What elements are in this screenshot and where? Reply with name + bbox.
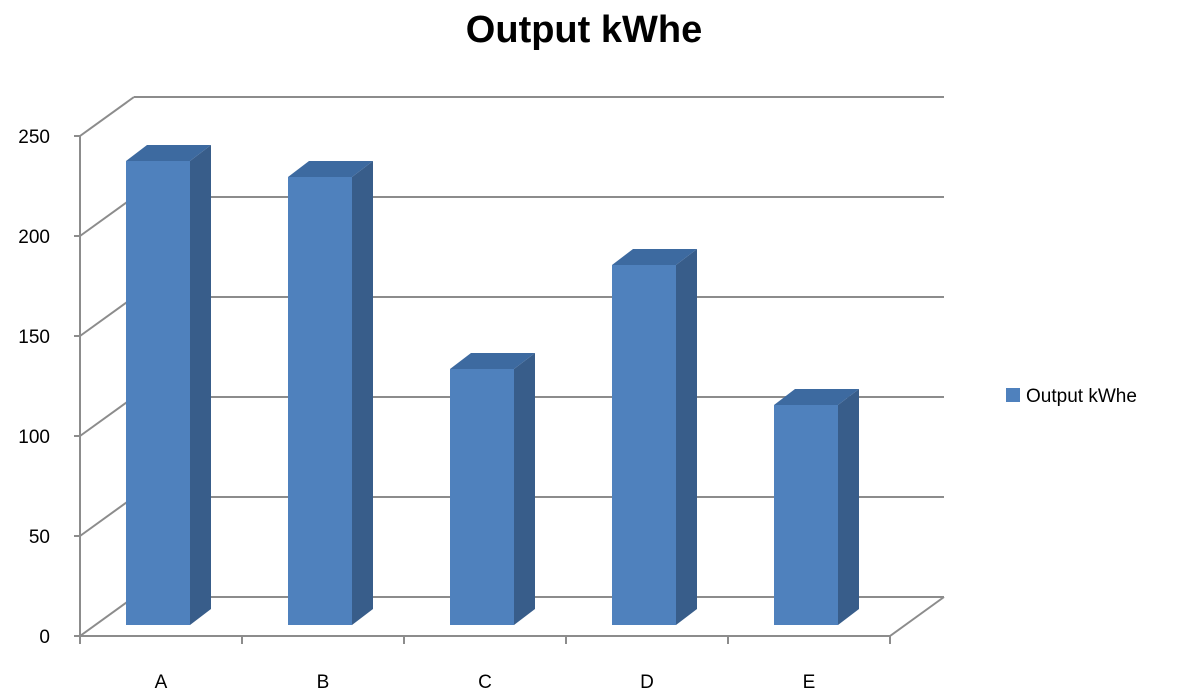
gridline-side-50: [79, 496, 135, 537]
legend: Output kWhe: [1006, 386, 1137, 407]
y-tick-label: 150: [18, 327, 50, 348]
bar-top: [288, 161, 373, 177]
bar-a: [126, 145, 211, 625]
axes: 0 50 100 150 200 250 A B C D E: [18, 127, 945, 692]
bar-side: [514, 353, 535, 625]
x-tick-label-d: D: [640, 672, 654, 692]
bar-side: [352, 161, 373, 625]
bar-front: [612, 265, 676, 625]
bar-front: [774, 405, 838, 625]
bar-front: [450, 369, 514, 625]
gridline-side-200: [79, 196, 135, 237]
gridline-side-0: [79, 596, 135, 637]
y-tick-label: 250: [18, 127, 50, 148]
bar-side: [190, 145, 211, 625]
bar-side: [676, 249, 697, 625]
bar-front: [126, 161, 190, 625]
legend-swatch: [1006, 388, 1020, 402]
bar-e: [774, 389, 859, 625]
bar-b: [288, 161, 373, 625]
x-tick-label-b: B: [317, 672, 330, 692]
floor-right-edge: [889, 596, 945, 637]
gridline-side-250: [79, 96, 135, 137]
bar-top: [774, 389, 859, 405]
gridline-side-100: [79, 396, 135, 437]
bar-d: [612, 249, 697, 625]
x-tick-label-a: A: [155, 672, 168, 692]
x-tick-label-c: C: [478, 672, 492, 692]
bar-top: [126, 145, 211, 161]
bar-top: [612, 249, 697, 265]
x-tick-label-e: E: [803, 672, 816, 692]
bar-top: [450, 353, 535, 369]
y-tick-label: 0: [39, 627, 50, 648]
bars: [126, 145, 859, 625]
y-tick-label: 50: [29, 527, 50, 548]
chart-title: Output kWhe: [466, 9, 702, 51]
gridline-side-150: [79, 296, 135, 337]
y-tick-label: 100: [18, 427, 50, 448]
bar-c: [450, 353, 535, 625]
bar-side: [838, 389, 859, 625]
y-tick-label: 200: [18, 227, 50, 248]
legend-label: Output kWhe: [1026, 386, 1137, 407]
bar-front: [288, 177, 352, 625]
